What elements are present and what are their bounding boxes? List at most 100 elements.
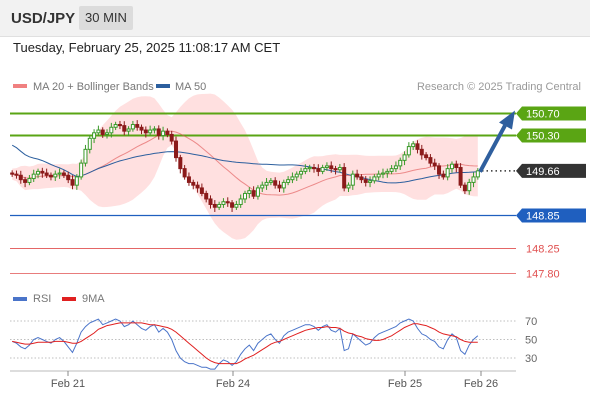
candle-body bbox=[10, 172, 15, 175]
candle-body bbox=[311, 167, 316, 170]
candle-body bbox=[441, 173, 446, 178]
candle-body bbox=[66, 174, 71, 181]
candle-body bbox=[31, 173, 36, 180]
candle-body bbox=[458, 167, 463, 186]
candle-body bbox=[165, 130, 170, 135]
candle-body bbox=[243, 192, 247, 200]
candle-body bbox=[445, 168, 450, 178]
candle-body bbox=[212, 203, 217, 208]
candle-body bbox=[342, 167, 347, 189]
candle-body bbox=[186, 176, 191, 183]
resistance-label-box-0 bbox=[516, 106, 586, 121]
candle-body bbox=[350, 173, 355, 186]
candle-body bbox=[320, 167, 325, 172]
candle-body bbox=[57, 172, 62, 175]
candle-body bbox=[380, 172, 385, 175]
candle-body bbox=[255, 187, 260, 197]
candle-body bbox=[316, 168, 321, 172]
x-tick-label-0: Feb 21 bbox=[51, 378, 85, 390]
candle-body bbox=[156, 128, 161, 137]
candle-body bbox=[225, 201, 230, 204]
chart-header: USD/JPY 30 MIN bbox=[0, 0, 590, 37]
candle-body bbox=[415, 143, 420, 150]
candle-body bbox=[273, 180, 278, 186]
candle-body bbox=[238, 198, 243, 205]
candle-body bbox=[432, 162, 437, 167]
candle-body bbox=[217, 203, 222, 208]
candle-body bbox=[260, 184, 265, 189]
candle-body bbox=[18, 174, 23, 181]
candle-body bbox=[268, 180, 273, 183]
candle-body bbox=[406, 146, 411, 156]
candle-body bbox=[333, 168, 338, 171]
legend-swatch-9ma bbox=[62, 297, 76, 301]
candle-body bbox=[411, 143, 416, 148]
candle-body bbox=[152, 128, 157, 131]
candle-body bbox=[126, 128, 131, 132]
candle-body bbox=[346, 184, 351, 189]
candle-body bbox=[100, 129, 105, 135]
timeframe-badge[interactable]: 30 MIN bbox=[79, 6, 133, 30]
current-label-box-2 bbox=[516, 163, 586, 178]
legend-label-ma50: MA 50 bbox=[175, 81, 206, 93]
candle-body bbox=[355, 173, 360, 178]
rsi-level-label-1: 50 bbox=[525, 335, 537, 347]
candle-body bbox=[385, 170, 390, 174]
candle-body bbox=[204, 192, 209, 200]
candle-body bbox=[247, 190, 252, 194]
rsi-level-label-0: 70 bbox=[525, 316, 537, 328]
candle-body bbox=[40, 170, 45, 174]
legend-swatch-ma20 bbox=[13, 84, 27, 88]
candle-body bbox=[92, 132, 97, 139]
candle-body bbox=[70, 179, 75, 186]
support-label-3: 148.85 bbox=[526, 211, 560, 223]
candle-body bbox=[105, 132, 110, 135]
candle-body bbox=[208, 198, 213, 205]
candle-body bbox=[113, 124, 118, 128]
candle-body bbox=[471, 176, 476, 183]
candle-body bbox=[372, 176, 377, 182]
candle-body bbox=[424, 154, 429, 159]
resistance-label-0: 150.70 bbox=[526, 109, 560, 121]
candle-body bbox=[303, 168, 308, 172]
target-label-4: 148.25 bbox=[526, 244, 560, 256]
candle-body bbox=[174, 140, 179, 159]
candle-body bbox=[48, 174, 53, 178]
legend-swatch-rsi bbox=[13, 297, 27, 301]
candle-body bbox=[277, 184, 282, 189]
candle-body bbox=[393, 165, 398, 170]
resistance-label-box-1 bbox=[516, 128, 586, 143]
candle-body bbox=[23, 179, 28, 183]
candle-body bbox=[109, 126, 114, 134]
candle-body bbox=[148, 129, 153, 134]
legend-label-rsi: RSI bbox=[33, 293, 51, 305]
candle-body bbox=[454, 163, 459, 169]
candle-body bbox=[161, 130, 166, 137]
candle-body bbox=[251, 190, 256, 197]
x-tick-label-1: Feb 24 bbox=[216, 378, 250, 390]
candle-body bbox=[230, 202, 235, 208]
candles bbox=[10, 120, 480, 212]
candle-body bbox=[368, 180, 373, 183]
candle-body bbox=[419, 148, 424, 156]
candle-body bbox=[96, 129, 101, 134]
forecast-arrow-shaft bbox=[478, 124, 507, 173]
candle-body bbox=[36, 170, 41, 175]
candle-body bbox=[449, 163, 454, 170]
candle-body bbox=[307, 167, 312, 170]
legend bbox=[13, 84, 170, 88]
candle-body bbox=[294, 173, 299, 178]
candle-body bbox=[437, 165, 442, 175]
candle-body bbox=[337, 167, 342, 171]
legend-label-ma20: MA 20 + Bollinger Bands bbox=[33, 81, 154, 93]
candle-body bbox=[44, 172, 49, 176]
candle-body bbox=[117, 124, 122, 127]
candle-body bbox=[27, 178, 32, 183]
candle-body bbox=[130, 124, 135, 130]
candle-body bbox=[290, 176, 295, 181]
candle-body bbox=[14, 173, 19, 176]
datetime-label: Tuesday, February 25, 2025 11:08:17 AM C… bbox=[13, 40, 281, 55]
x-tick-label-2: Feb 25 bbox=[388, 378, 422, 390]
support-label-box-3 bbox=[516, 208, 586, 223]
